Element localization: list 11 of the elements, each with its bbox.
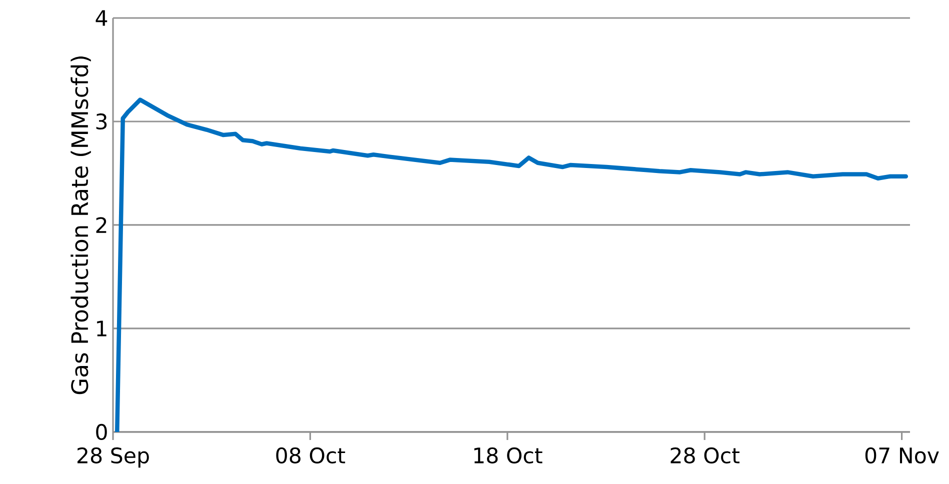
y-tick-label: 2: [96, 217, 106, 233]
y-tick-label: 3: [96, 113, 107, 130]
x-tick-label: 07 Nov: [865, 447, 939, 464]
x-tick-label: 18 Oct: [474, 447, 542, 464]
x-tick-label: 28 Oct: [670, 447, 740, 464]
y-tick-label: 1: [97, 320, 106, 336]
y-axis-title: Gas Production Rate (MMscfd): [70, 56, 91, 394]
y-tick-label: 4: [96, 10, 108, 26]
x-tick-label: 08 Oct: [276, 447, 346, 464]
x-tick-label: 28 Sep: [78, 447, 149, 468]
y-tick-label: 0: [96, 424, 107, 440]
